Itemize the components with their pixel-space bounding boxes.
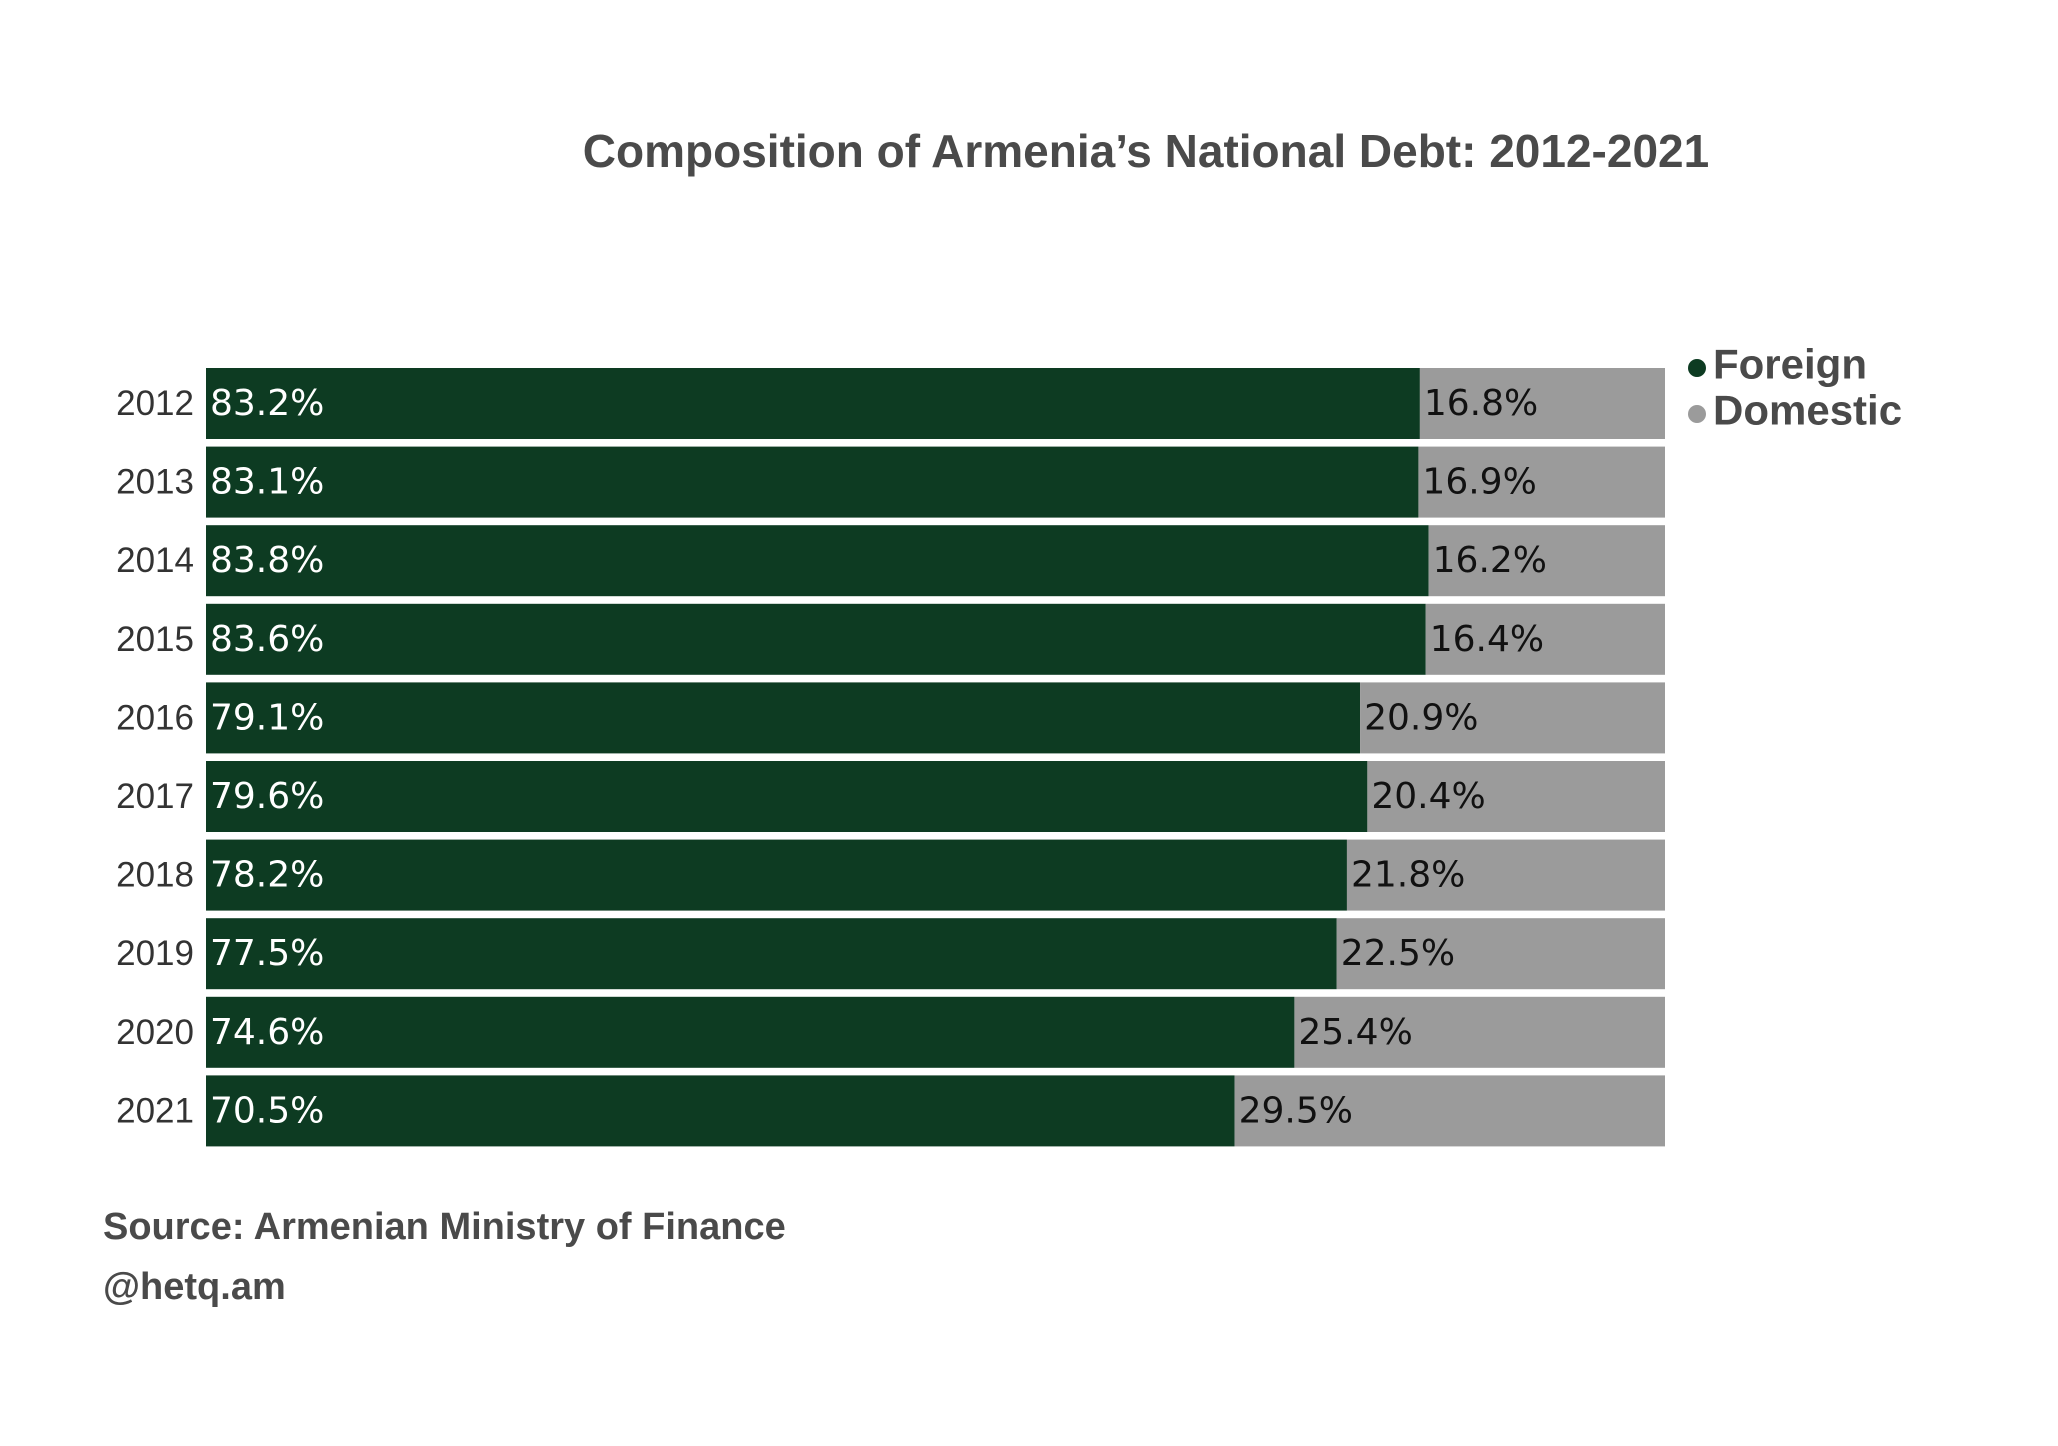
bar-foreign-2020 <box>206 996 1295 1068</box>
y-tick-label: 2017 <box>116 777 194 816</box>
data-label-foreign: 83.2% <box>210 383 324 424</box>
bar-foreign-2017 <box>206 761 1368 832</box>
data-label-domestic: 20.9% <box>1364 697 1478 738</box>
data-label-foreign: 79.6% <box>210 776 324 817</box>
bar-domestic-2016 <box>1360 682 1665 754</box>
credit-handle: @hetq.am <box>103 1266 286 1308</box>
bar-domestic-2013 <box>1418 446 1665 518</box>
data-label-domestic: 16.4% <box>1430 619 1544 660</box>
data-label-domestic: 16.2% <box>1433 540 1547 581</box>
bar-foreign-2012 <box>206 368 1420 439</box>
y-tick-label: 2015 <box>116 620 194 659</box>
legend-label-foreign: Foreign <box>1713 341 1867 388</box>
data-label-foreign: 79.1% <box>210 697 324 738</box>
data-label-domestic: 16.9% <box>1422 462 1536 503</box>
y-tick-label: 2013 <box>116 463 194 502</box>
source-note: Source: Armenian Ministry of Finance <box>103 1206 786 1248</box>
legend-label-domestic: Domestic <box>1713 387 1902 434</box>
data-label-foreign: 83.1% <box>210 462 324 503</box>
bar-foreign-2016 <box>206 682 1361 754</box>
bar-domestic-2014 <box>1428 525 1665 597</box>
bar-domestic-2017 <box>1367 761 1665 832</box>
bar-domestic-2019 <box>1336 918 1665 990</box>
bar-domestic-2018 <box>1346 839 1665 911</box>
bar-domestic-2015 <box>1425 603 1665 675</box>
data-label-foreign: 77.5% <box>210 933 324 974</box>
y-tick-label: 2019 <box>116 934 194 973</box>
bar-domestic-2020 <box>1294 996 1665 1068</box>
bar-domestic-2012 <box>1419 368 1665 439</box>
data-label-foreign: 83.6% <box>210 619 324 660</box>
y-tick-label: 2018 <box>116 856 194 895</box>
data-label-domestic: 21.8% <box>1351 855 1465 896</box>
data-label-foreign: 83.8% <box>210 540 324 581</box>
bar-foreign-2021 <box>206 1075 1235 1147</box>
bar-foreign-2019 <box>206 918 1337 990</box>
legend-marker-domestic <box>1688 405 1706 423</box>
y-tick-label: 2016 <box>116 698 194 737</box>
bar-foreign-2014 <box>206 525 1429 597</box>
y-tick-label: 2020 <box>116 1013 194 1052</box>
bar-foreign-2013 <box>206 446 1419 518</box>
data-label-domestic: 20.4% <box>1371 776 1485 817</box>
data-label-domestic: 22.5% <box>1341 933 1455 974</box>
bar-foreign-2018 <box>206 839 1347 911</box>
bar-domestic-2021 <box>1234 1075 1665 1147</box>
y-tick-label: 2012 <box>116 384 194 423</box>
bar-foreign-2015 <box>206 603 1426 675</box>
bars-layer: 2012 83.2% 16.8% 2013 83.1% 16.9% 2014 83.8% 16.… <box>116 368 1665 1147</box>
legend-marker-foreign <box>1688 359 1706 377</box>
y-tick-label: 2021 <box>116 1091 194 1130</box>
chart-title: Composition of Armenia’s National Debt: … <box>582 125 1710 177</box>
data-label-domestic: 25.4% <box>1298 1012 1412 1053</box>
data-label-domestic: 29.5% <box>1239 1090 1353 1131</box>
data-label-domestic: 16.8% <box>1424 383 1538 424</box>
data-label-foreign: 74.6% <box>210 1012 324 1053</box>
data-label-foreign: 70.5% <box>210 1090 324 1131</box>
y-tick-label: 2014 <box>116 541 194 580</box>
data-label-foreign: 78.2% <box>210 855 324 896</box>
